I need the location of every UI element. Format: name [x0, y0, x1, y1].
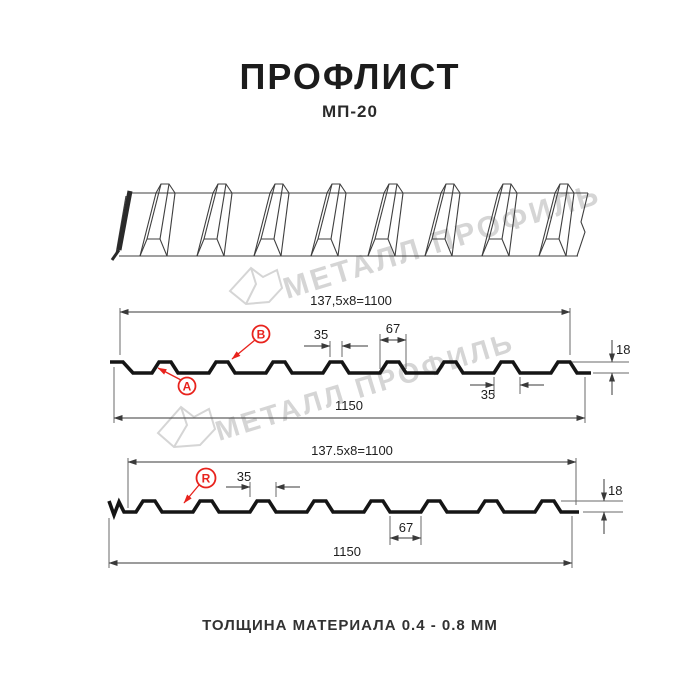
callout-b — [231, 324, 271, 360]
watermark-logo-upper — [228, 266, 284, 306]
dim-bottom-rib-ab: 35 — [481, 387, 495, 402]
profile-model-subtitle: МП-20 — [322, 102, 378, 121]
callout-a — [157, 367, 197, 396]
page-title: ПРОФЛИСТ — [239, 56, 461, 97]
profile-outline-ab — [110, 360, 591, 375]
section-ab-profile: 137,5x8=1100 1150 35 67 35 18 A B — [110, 293, 630, 423]
callout-r-label: R — [202, 472, 211, 486]
dim-rib-base-ab: 67 — [386, 321, 400, 336]
section-r-profile: 137.5x8=1100 1150 35 67 18 R — [107, 443, 623, 568]
dim-crest-width-r: 35 — [237, 469, 251, 484]
dim-height-r: 18 — [608, 483, 622, 498]
callout-a-label: A — [183, 380, 192, 394]
dim-pitch-formula-ab: 137,5x8=1100 — [310, 293, 392, 308]
watermark-logo-lower — [156, 405, 217, 449]
dim-valley-width-r: 67 — [399, 520, 413, 535]
dim-height-ab: 18 — [616, 342, 630, 357]
dim-crest-width-ab: 35 — [314, 327, 328, 342]
dim-total-width-ab: 1150 — [335, 398, 363, 413]
dim-pitch-formula-r: 137.5x8=1100 — [311, 443, 393, 458]
callout-b-label: B — [257, 328, 266, 342]
profile-outline-r — [107, 497, 579, 521]
material-thickness-note: ТОЛЩИНА МАТЕРИАЛА 0.4 - 0.8 ММ — [202, 617, 498, 634]
dim-total-width-r: 1150 — [333, 544, 361, 559]
watermark-text-lower: МЕТАЛЛ ПРОФИЛЬ — [212, 326, 518, 447]
sheet-3d-view — [110, 183, 589, 261]
callout-r — [183, 467, 217, 504]
